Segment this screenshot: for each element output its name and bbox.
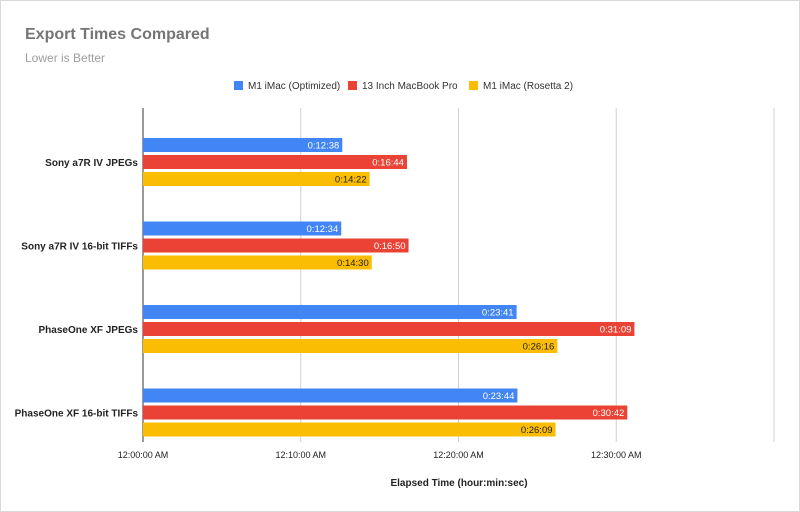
bar bbox=[143, 221, 342, 236]
bar-data-label: 0:31:09 bbox=[600, 325, 632, 336]
bar-data-label: 0:14:30 bbox=[337, 258, 369, 269]
bar-data-label: 0:30:42 bbox=[593, 408, 625, 419]
category-label: PhaseOne XF JPEGs bbox=[39, 325, 139, 336]
x-tick-label: 12:20:00 AM bbox=[433, 450, 484, 460]
bar-data-label: 0:12:34 bbox=[307, 224, 339, 235]
x-axis-title: Elapsed Time (hour:min:sec) bbox=[390, 478, 527, 489]
bar bbox=[143, 255, 372, 270]
bar bbox=[143, 172, 370, 186]
bar bbox=[143, 155, 407, 169]
bar-data-label: 0:26:16 bbox=[523, 342, 555, 353]
bar-data-label: 0:23:41 bbox=[482, 308, 514, 319]
bar bbox=[143, 238, 409, 253]
bar-data-label: 0:23:44 bbox=[483, 391, 515, 402]
bar bbox=[143, 339, 558, 353]
bar bbox=[143, 388, 518, 403]
legend-label: M1 iMac (Optimized) bbox=[248, 81, 340, 92]
bar bbox=[143, 322, 635, 336]
legend-swatch bbox=[469, 81, 478, 90]
legend-label: 13 Inch MacBook Pro bbox=[362, 81, 458, 92]
bar-data-label: 0:14:22 bbox=[335, 175, 367, 186]
bar-data-label: 0:26:09 bbox=[521, 425, 553, 436]
bar bbox=[143, 138, 343, 152]
legend-label: M1 iMac (Rosetta 2) bbox=[483, 81, 573, 92]
category-label: Sony a7R IV JPEGs bbox=[45, 158, 138, 169]
bar bbox=[143, 405, 628, 420]
chart-subtitle: Lower is Better bbox=[25, 51, 106, 65]
bar-data-label: 0:12:38 bbox=[308, 141, 340, 152]
x-tick-label: 12:10:00 AM bbox=[275, 450, 326, 460]
bar bbox=[143, 422, 556, 437]
bar-data-label: 0:16:50 bbox=[374, 241, 406, 252]
chart-title: Export Times Compared bbox=[25, 26, 210, 43]
bar-data-label: 0:16:44 bbox=[372, 158, 404, 169]
legend-swatch bbox=[234, 81, 243, 90]
category-label: PhaseOne XF 16-bit TIFFs bbox=[15, 409, 139, 420]
bar bbox=[143, 305, 517, 319]
legend-swatch bbox=[348, 81, 357, 90]
x-tick-label: 12:00:00 AM bbox=[118, 450, 169, 460]
x-tick-label: 12:30:00 AM bbox=[591, 450, 642, 460]
category-label: Sony a7R IV 16-bit TIFFs bbox=[21, 242, 138, 253]
